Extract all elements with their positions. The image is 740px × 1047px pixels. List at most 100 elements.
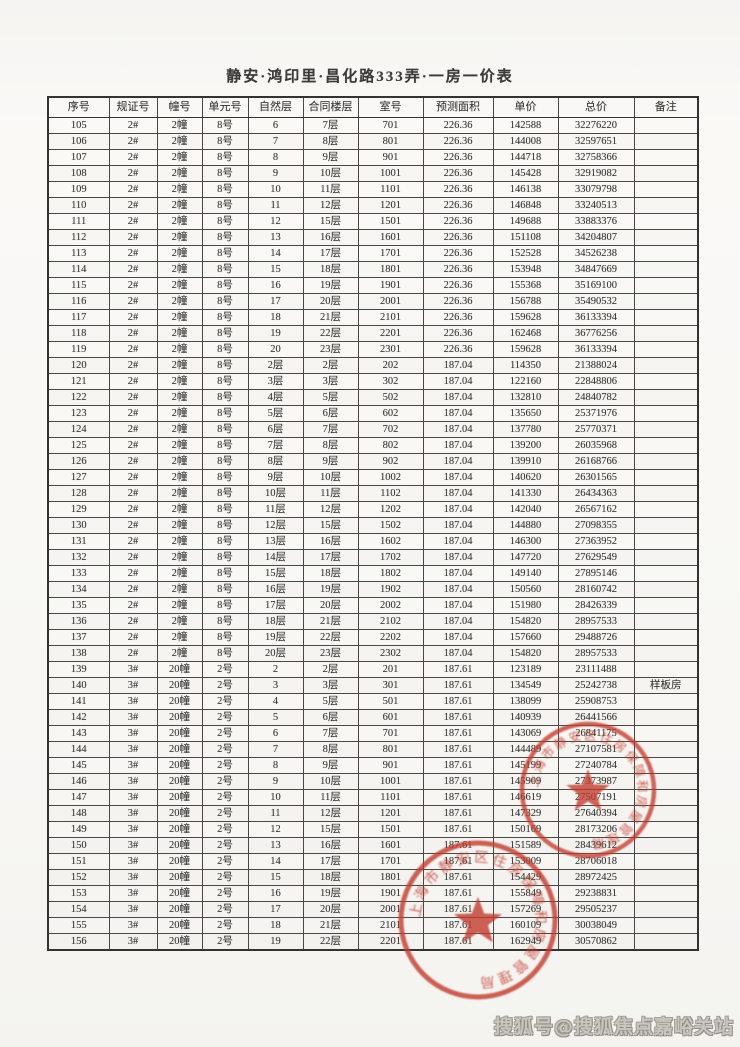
cell-natural-floor: 2层: [247, 357, 304, 374]
cell-building-no: 20幢: [156, 757, 203, 774]
cell-natural-floor: 12: [247, 821, 304, 838]
cell-contract-floor: 8层: [302, 133, 359, 150]
cell-room-no: 1802: [357, 565, 424, 582]
price-table: 序号 规证号 幢号 单元号 自然层 合同楼层 室号 预测面积 单价 总价 备注 105 2# 2幢 8号 6…: [47, 96, 699, 951]
cell-unit-no: 8号: [201, 469, 249, 486]
cell-permit-no: 3#: [108, 853, 158, 870]
cell-remark: [633, 789, 699, 806]
cell-total-price: 27629549: [557, 549, 635, 566]
cell-total-price: 25242738: [557, 677, 635, 694]
table-row: 140 3# 20幢 2号 3 3层 301 187.61 134549 25242738 样板房: [47, 677, 699, 694]
cell-unit-no: 8号: [201, 261, 249, 278]
cell-index: 153: [47, 885, 110, 902]
cell-estimated-area: 187.04: [422, 549, 494, 566]
cell-permit-no: 3#: [108, 757, 158, 774]
table-row: 105 2# 2幢 8号 6 7层 701 226.36 142588 32276220: [47, 117, 699, 134]
cell-building-no: 2幢: [156, 117, 203, 134]
cell-remark: [633, 517, 699, 534]
cell-room-no: 1502: [357, 517, 424, 534]
table-body: 105 2# 2幢 8号 6 7层 701 226.36 142588 32276220 106 2#…: [47, 117, 699, 951]
cell-natural-floor: 10: [247, 181, 304, 198]
cell-total-price: 35490532: [557, 293, 635, 310]
cell-unit-no: 8号: [201, 149, 249, 166]
cell-natural-floor: 4层: [247, 389, 304, 406]
cell-estimated-area: 226.36: [422, 165, 494, 182]
cell-contract-floor: 18层: [302, 565, 359, 582]
cell-unit-no: 8号: [201, 613, 249, 630]
cell-building-no: 20幢: [156, 933, 203, 951]
cell-index: 133: [47, 565, 110, 582]
cell-natural-floor: 15: [247, 869, 304, 886]
cell-room-no: 1201: [357, 197, 424, 214]
cell-room-no: 301: [357, 677, 424, 694]
cell-unit-price: 145909: [492, 773, 559, 790]
cell-estimated-area: 187.04: [422, 645, 494, 662]
cell-unit-price: 149688: [492, 213, 559, 230]
cell-estimated-area: 187.61: [422, 741, 494, 758]
table-row: 134 2# 2幢 8号 16层 19层 1902 187.04 150560 28160742: [47, 581, 699, 598]
cell-natural-floor: 8层: [247, 453, 304, 470]
cell-total-price: 27507191: [557, 789, 635, 806]
cell-index: 143: [47, 725, 110, 742]
cell-total-price: 27373987: [557, 773, 635, 790]
cell-total-price: 32919082: [557, 165, 635, 182]
cell-remark: [633, 693, 699, 710]
cell-natural-floor: 14: [247, 245, 304, 262]
page-title: 静安·鸿印里·昌化路333弄·一房一价表: [226, 69, 514, 85]
cell-unit-price: 146619: [492, 789, 559, 806]
cell-unit-price: 153009: [492, 853, 559, 870]
cell-unit-no: 2号: [201, 837, 249, 854]
cell-natural-floor: 9: [247, 773, 304, 790]
cell-room-no: 201: [357, 661, 424, 678]
cell-contract-floor: 22层: [302, 325, 359, 342]
cell-unit-no: 8号: [201, 581, 249, 598]
cell-unit-price: 150169: [492, 821, 559, 838]
cell-remark: [633, 821, 699, 838]
cell-permit-no: 2#: [108, 389, 158, 406]
cell-contract-floor: 9层: [302, 757, 359, 774]
cell-contract-floor: 17层: [302, 853, 359, 870]
cell-estimated-area: 226.36: [422, 213, 494, 230]
cell-unit-no: 2号: [201, 725, 249, 742]
cell-contract-floor: 17层: [302, 549, 359, 566]
cell-remark: [633, 341, 699, 358]
cell-natural-floor: 7: [247, 133, 304, 150]
cell-index: 117: [47, 309, 110, 326]
cell-room-no: 901: [357, 757, 424, 774]
cell-estimated-area: 226.36: [422, 261, 494, 278]
cell-unit-price: 154820: [492, 613, 559, 630]
table-row: 122 2# 2幢 8号 4层 5层 502 187.04 132810 24840782: [47, 389, 699, 406]
cell-natural-floor: 18层: [247, 613, 304, 630]
table-row: 150 3# 20幢 2号 13 16层 1601 187.61 151589 28439612: [47, 837, 699, 854]
cell-unit-price: 122160: [492, 373, 559, 390]
cell-unit-no: 8号: [201, 117, 249, 134]
cell-room-no: 2202: [357, 629, 424, 646]
cell-permit-no: 2#: [108, 645, 158, 662]
cell-contract-floor: 9层: [302, 149, 359, 166]
cell-permit-no: 3#: [108, 917, 158, 934]
cell-building-no: 20幢: [156, 693, 203, 710]
column-header-unit-price: 单价: [492, 96, 559, 118]
cell-natural-floor: 8: [247, 149, 304, 166]
cell-contract-floor: 7层: [302, 421, 359, 438]
cell-contract-floor: 22层: [302, 629, 359, 646]
table-row: 133 2# 2幢 8号 15层 18层 1802 187.04 149140 27895146: [47, 565, 699, 582]
cell-total-price: 21388024: [557, 357, 635, 374]
cell-permit-no: 2#: [108, 437, 158, 454]
cell-unit-no: 8号: [201, 229, 249, 246]
table-row: 151 3# 20幢 2号 14 17层 1701 187.61 153009 28706018: [47, 853, 699, 870]
cell-estimated-area: 187.04: [422, 469, 494, 486]
cell-remark: [633, 389, 699, 406]
cell-total-price: 30570862: [557, 933, 635, 951]
column-header-permit-no: 规证号: [108, 96, 158, 118]
cell-estimated-area: 226.36: [422, 133, 494, 150]
cell-estimated-area: 187.61: [422, 837, 494, 854]
cell-natural-floor: 10: [247, 789, 304, 806]
cell-contract-floor: 21层: [302, 309, 359, 326]
cell-permit-no: 3#: [108, 901, 158, 918]
cell-building-no: 2幢: [156, 501, 203, 518]
cell-building-no: 2幢: [156, 325, 203, 342]
cell-index: 121: [47, 373, 110, 390]
cell-remark: [633, 581, 699, 598]
cell-estimated-area: 226.36: [422, 229, 494, 246]
